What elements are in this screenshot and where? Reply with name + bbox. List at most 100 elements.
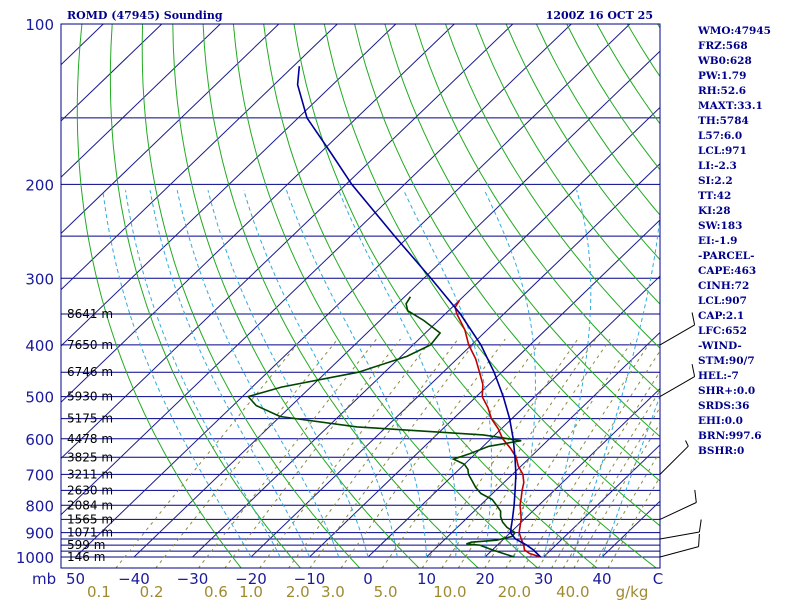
dry-adiabat-290 — [202, 24, 479, 568]
temp-label-10: 10 — [417, 570, 436, 588]
dry-adiabat-280 — [172, 24, 420, 568]
pressure-label-500: 500 — [25, 389, 54, 407]
mixing-ratio-0.1 — [115, 338, 302, 568]
barb-half-flag — [685, 440, 689, 447]
moist-adiabat-10 — [286, 190, 427, 558]
index-4: RH:52.6 — [698, 85, 747, 97]
index-8: LCL:971 — [698, 145, 747, 157]
mixing-ratio-24 — [522, 350, 660, 568]
mixing-ratio-0.2 — [155, 338, 339, 568]
height-label-8: 2630 m — [67, 483, 113, 497]
dry-adiabat-380 — [475, 24, 660, 305]
indices-panel: WMO:47945 FRZ:568 WB0:628 PW:1.79 RH:52.6 MAX… — [698, 24, 798, 459]
moist-adiabat--15 — [125, 190, 281, 558]
height-label-3: 5930 m — [67, 390, 113, 404]
pressure-label-400: 400 — [25, 337, 54, 355]
barb-staff — [659, 376, 695, 398]
mixing-ratio-40 — [573, 422, 660, 568]
index-28: BSHR:0 — [698, 445, 745, 457]
index-25: SRDS:36 — [698, 400, 750, 412]
trace-temperature — [454, 299, 541, 558]
isotherm--90 — [61, 24, 397, 347]
index-20: LFC:652 — [698, 325, 747, 337]
wind-barb-925 — [659, 519, 702, 540]
dry-adiabat-260 — [109, 24, 302, 568]
moist-adiabat--10 — [149, 190, 310, 558]
index-26: EHI:0.0 — [698, 415, 743, 427]
mixing-ratio-32 — [550, 389, 660, 568]
index-12: KI:28 — [698, 205, 731, 217]
height-label-10: 1565 m — [67, 512, 113, 526]
index-17: CINH:72 — [698, 280, 750, 292]
isotherm--70 — [61, 24, 514, 460]
pressure-label-200: 200 — [25, 176, 54, 194]
mixing-ratio-28 — [537, 370, 660, 568]
mixing-ratio-2 — [309, 338, 478, 568]
pressure-label-900: 900 — [25, 525, 54, 543]
barb-staff — [659, 531, 700, 540]
isotherm--60 — [61, 24, 572, 516]
observation-time: 1200Z 16 OCT 25 — [545, 9, 653, 22]
temp-label--20: −20 — [235, 570, 267, 588]
pressure-label-700: 700 — [25, 466, 54, 484]
mixing-ratio-label-2: 0.6 — [204, 583, 228, 600]
mixing-ratio-0.4 — [197, 338, 377, 568]
temp-unit: C — [653, 570, 663, 588]
wind-barb-500 — [659, 364, 696, 398]
plot-background — [61, 24, 660, 568]
isotherm--40 — [133, 50, 660, 558]
temp-label-30: 30 — [534, 570, 553, 588]
height-label-9: 2084 m — [67, 498, 113, 512]
index-9: LI:-2.3 — [698, 160, 737, 172]
index-21: -WIND- — [698, 340, 742, 352]
mixing-ratio-label-4: 2.0 — [286, 583, 310, 600]
mixing-ratio-label-7: 10.0 — [433, 583, 466, 600]
station-title: ROMD (47945) Sounding — [67, 9, 223, 22]
moist-adiabat-15 — [338, 190, 457, 557]
temp-label--10: −10 — [294, 570, 326, 588]
barb-flag — [698, 533, 700, 547]
mixing-ratio-label-6: 5.0 — [374, 583, 398, 600]
barb-staff — [659, 546, 699, 558]
temp-label--40: −40 — [118, 570, 150, 588]
isotherm--20 — [250, 163, 660, 558]
index-16: CAPE:463 — [698, 265, 757, 277]
wind-barbs — [659, 312, 702, 558]
height-label-13: 146 m — [67, 550, 105, 564]
mixing-ratio-unit: g/kg — [616, 583, 649, 600]
dry-adiabat-310 — [263, 24, 598, 568]
wind-barb-850 — [659, 489, 697, 520]
index-5: MAXT:33.1 — [698, 100, 763, 112]
index-0: WMO:47945 — [698, 25, 771, 37]
height-label-0: 8641 m — [67, 307, 113, 321]
dry-adiabat-lines — [76, 24, 660, 568]
trace-dewpoint — [246, 296, 522, 558]
barb-staff — [659, 502, 697, 520]
moist-adiabat-30 — [543, 190, 592, 558]
pressure-label-300: 300 — [25, 270, 54, 288]
dry-adiabat-370 — [445, 24, 660, 349]
barb-flag — [691, 364, 696, 377]
mixing-ratio-16 — [484, 338, 635, 568]
index-15: -PARCEL- — [698, 250, 755, 262]
dry-adiabat-360 — [414, 24, 660, 394]
isotherm-30 — [543, 444, 660, 558]
isotherm--30 — [192, 106, 660, 558]
dry-adiabat-350 — [384, 24, 660, 438]
trace-parcel — [296, 66, 542, 558]
isotherm--120 — [61, 24, 221, 178]
pressure-unit: mb — [32, 570, 56, 588]
pressure-label-100: 100 — [25, 16, 54, 34]
moist-adiabat--20 — [102, 190, 252, 558]
index-3: PW:1.79 — [698, 70, 747, 82]
isotherm-0 — [367, 275, 660, 558]
index-18: LCL:907 — [698, 295, 747, 307]
height-label-12: 599 m — [67, 538, 105, 552]
index-10: SI:2.2 — [698, 175, 733, 187]
mixing-ratio-label-0: 0.1 — [87, 583, 111, 600]
isotherm--80 — [61, 24, 455, 403]
temp-label-0: 0 — [363, 570, 373, 588]
wind-barb-700 — [659, 440, 689, 475]
moist-adiabat-lines — [102, 189, 660, 558]
